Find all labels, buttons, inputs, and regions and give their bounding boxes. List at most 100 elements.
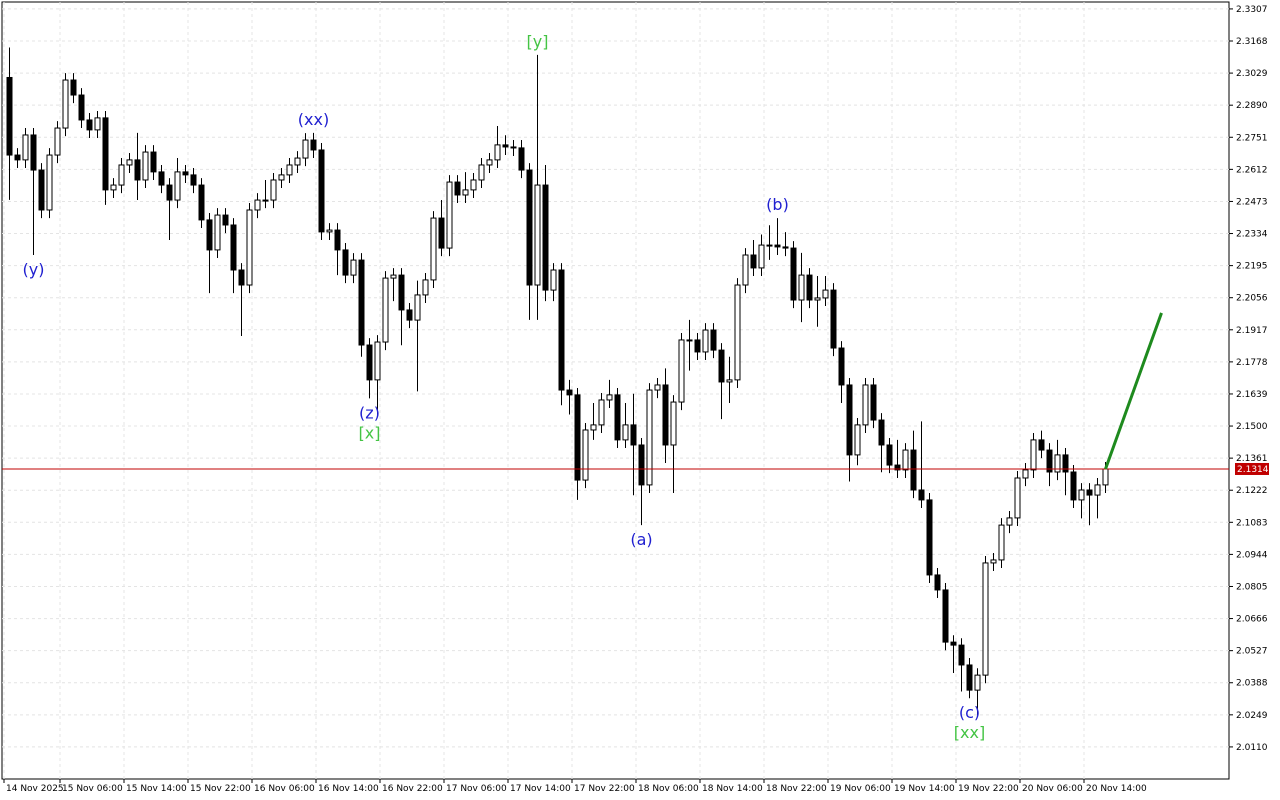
candle-body (766, 244, 773, 247)
candle-body (710, 329, 717, 351)
candle-body (1006, 517, 1013, 526)
x-tick-label: 19 Nov 14:00 (894, 784, 955, 794)
candle-body (918, 489, 925, 501)
candle-body (478, 164, 485, 181)
candle-body (14, 154, 21, 161)
candle-body (694, 339, 701, 353)
x-tick-label: 19 Nov 06:00 (830, 784, 891, 794)
candle-body (22, 134, 29, 161)
candle-body (622, 424, 629, 441)
candle-body (630, 424, 637, 446)
candle-body (486, 159, 493, 166)
candle-body (470, 179, 477, 191)
y-tick-label: 2.0249 (1236, 711, 1268, 721)
y-tick-label: 2.2890 (1236, 101, 1268, 111)
y-tick-label: 2.1083 (1236, 518, 1268, 528)
y-tick-label: 2.1361 (1236, 454, 1268, 464)
y-tick-label: 2.0666 (1236, 615, 1268, 625)
y-tick-label: 2.0944 (1236, 550, 1268, 560)
candle-body (454, 181, 461, 196)
candle-body (990, 559, 997, 564)
candle-body (542, 184, 549, 291)
candle-body (854, 424, 861, 456)
wave-label: (z) (359, 403, 380, 422)
candle-body (366, 344, 373, 381)
candle-body (150, 151, 157, 173)
y-tick-label: 2.1639 (1236, 390, 1268, 400)
candle-body (718, 349, 725, 383)
x-tick-label: 18 Nov 22:00 (766, 784, 827, 794)
candle-body (774, 244, 781, 248)
y-tick-label: 2.0805 (1236, 582, 1268, 592)
projection-line (1104, 312, 1163, 470)
x-tick-label: 17 Nov 22:00 (574, 784, 635, 794)
candle-body (846, 384, 853, 456)
y-tick-label: 2.2612 (1236, 165, 1268, 175)
candle-body (582, 429, 589, 481)
candle-body (422, 279, 429, 296)
candle-body (502, 144, 509, 148)
wave-label: [xx] (954, 723, 985, 742)
x-tick-label: 15 Nov 14:00 (126, 784, 187, 794)
candle-body (518, 147, 525, 171)
candle-body (102, 117, 109, 191)
candle-body (702, 329, 709, 353)
candle-body (1078, 489, 1085, 501)
x-tick-label: 18 Nov 06:00 (638, 784, 699, 794)
y-tick-label: 2.2751 (1236, 133, 1268, 143)
candle-body (318, 149, 325, 233)
candle-body (894, 464, 901, 471)
candle-body (214, 214, 221, 251)
candle-body (1062, 454, 1069, 473)
candle-body (1086, 489, 1093, 496)
x-tick-label: 20 Nov 06:00 (1022, 784, 1083, 794)
wave-label: (y) (23, 260, 45, 279)
labels: 2.3307 2.3168 2.3029 2.2890 2.2751 2.2612 2.24… (6, 5, 1269, 794)
candle-body (246, 209, 253, 286)
candle-body (230, 224, 237, 271)
candle-body (638, 444, 645, 486)
candle-body (182, 171, 189, 176)
candle-body (654, 384, 661, 391)
candle-body (126, 159, 133, 166)
candle-body (374, 341, 381, 381)
x-tick-label: 17 Nov 14:00 (510, 784, 571, 794)
candle-body (566, 389, 573, 396)
candle-body (934, 574, 941, 591)
candle-body (734, 284, 741, 381)
candle-body (662, 384, 669, 446)
candle-body (670, 401, 677, 446)
candle-body (1046, 449, 1053, 473)
candle-body (870, 384, 877, 421)
candle-body (606, 394, 613, 401)
candle-body (94, 117, 101, 131)
candle-body (190, 174, 197, 186)
candle-body (942, 589, 949, 643)
x-tick-label: 20 Nov 14:00 (1086, 784, 1147, 794)
candle-body (438, 217, 445, 249)
candles (2, 47, 1229, 716)
candle-body (646, 389, 653, 486)
grid (2, 2, 1233, 783)
candle-body (350, 259, 357, 276)
candle-body (270, 179, 277, 201)
candle-body (926, 499, 933, 576)
candle-body (262, 199, 269, 202)
y-tick-label: 2.0527 (1236, 647, 1268, 657)
candle-body (1030, 439, 1037, 471)
y-tick-label: 2.2334 (1236, 230, 1268, 240)
candle-body (326, 229, 333, 233)
candle-body (758, 244, 765, 269)
candle-body (30, 134, 37, 171)
candle-body (998, 524, 1005, 561)
candle-body (950, 641, 957, 646)
y-tick-label: 2.1778 (1236, 358, 1268, 368)
candle-body (430, 217, 437, 281)
candle-body (1014, 477, 1021, 519)
candle-body (958, 644, 965, 666)
candle-body (838, 347, 845, 386)
candle-body (678, 339, 685, 403)
candle-body (334, 229, 341, 251)
candle-body (238, 269, 245, 286)
